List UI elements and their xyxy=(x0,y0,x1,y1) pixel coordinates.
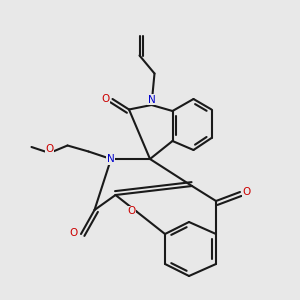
Text: O: O xyxy=(127,206,135,217)
Text: O: O xyxy=(45,143,54,154)
Text: N: N xyxy=(106,154,114,164)
Text: O: O xyxy=(242,187,251,197)
Text: O: O xyxy=(101,94,109,104)
Text: N: N xyxy=(148,94,155,105)
Text: O: O xyxy=(69,227,78,238)
